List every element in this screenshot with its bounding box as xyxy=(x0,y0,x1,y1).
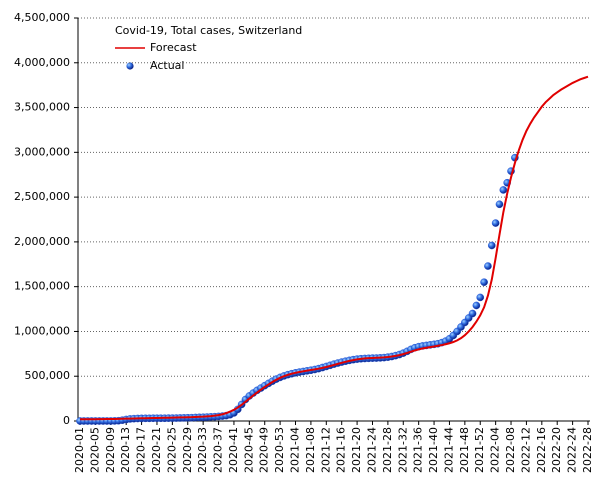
x-tick-label: 2020-01 xyxy=(73,427,86,473)
data-point xyxy=(484,262,492,270)
x-tick-label: 2021-28 xyxy=(381,427,394,473)
x-tick-label: 2021-20 xyxy=(350,427,363,473)
x-tick-label: 2022-12 xyxy=(519,427,532,473)
x-tick-label: 2021-12 xyxy=(319,427,332,473)
data-point xyxy=(495,200,504,209)
legend-label: Actual xyxy=(150,59,184,72)
x-tick-label: 2022-16 xyxy=(535,427,548,473)
x-tick-label: 2022-08 xyxy=(504,427,517,473)
x-tick-label: 2020-05 xyxy=(88,427,101,473)
data-point xyxy=(499,186,508,194)
x-tick-label: 2020-09 xyxy=(104,427,117,473)
y-tick-label: 2,500,000 xyxy=(14,190,70,203)
x-tick-label: 2020-53 xyxy=(273,427,286,473)
chart-title: Covid-19, Total cases, Switzerland xyxy=(115,24,302,37)
legend: Forecast Actual xyxy=(115,41,197,72)
x-tick-label: 2021-08 xyxy=(304,427,317,473)
data-line xyxy=(80,75,589,421)
data-point xyxy=(491,219,500,227)
y-tick-label: 1,000,000 xyxy=(14,324,70,337)
x-tick-label: 2022-20 xyxy=(550,427,563,473)
y-tick-label: 4,500,000 xyxy=(14,11,70,24)
y-tick-label: 3,000,000 xyxy=(14,145,70,158)
x-tick-label: 2021-40 xyxy=(427,427,440,473)
x-tick-label: 2020-29 xyxy=(181,427,194,473)
x-tick-label: 2022-24 xyxy=(566,427,579,473)
y-tick-label: 3,500,000 xyxy=(14,101,70,114)
x-tick-label: 2022-28 xyxy=(581,427,594,473)
x-tick-label: 2020-17 xyxy=(135,427,148,473)
y-tick-label: 4,000,000 xyxy=(14,56,70,69)
x-tick-label: 2021-04 xyxy=(289,427,302,473)
data-point xyxy=(476,293,485,302)
x-tick-label: 2020-21 xyxy=(150,427,163,473)
y-tick-label: 0 xyxy=(63,414,70,427)
legend-marker xyxy=(126,62,134,70)
x-tick-label: 2020-13 xyxy=(119,427,132,473)
x-tick-label: 2020-45 xyxy=(242,427,255,473)
x-tick-label: 2021-48 xyxy=(458,427,471,473)
x-tick-label: 2021-36 xyxy=(412,427,425,473)
x-tick-label: 2020-33 xyxy=(196,427,209,473)
x-tick-label: 2020-37 xyxy=(212,427,225,473)
x-tick-label: 2021-52 xyxy=(473,427,486,473)
y-tick-label: 1,500,000 xyxy=(14,280,70,293)
x-tick-label: 2021-16 xyxy=(335,427,348,473)
x-tick-label: 2021-24 xyxy=(365,427,378,473)
x-tick-label: 2020-49 xyxy=(258,427,271,473)
data-point xyxy=(487,241,496,250)
legend-label: Forecast xyxy=(150,41,197,54)
x-tick-label: 2020-25 xyxy=(165,427,178,473)
y-tick-label: 500,000 xyxy=(25,369,71,382)
x-tick-label: 2022-04 xyxy=(489,427,502,473)
data-point xyxy=(480,278,488,286)
x-tick-label: 2021-44 xyxy=(442,427,455,473)
data-point xyxy=(472,301,481,310)
y-tick-label: 2,000,000 xyxy=(14,235,70,248)
data-point xyxy=(468,309,477,318)
x-tick-label: 2020-41 xyxy=(227,427,240,473)
x-tick-label: 2021-32 xyxy=(396,427,409,473)
